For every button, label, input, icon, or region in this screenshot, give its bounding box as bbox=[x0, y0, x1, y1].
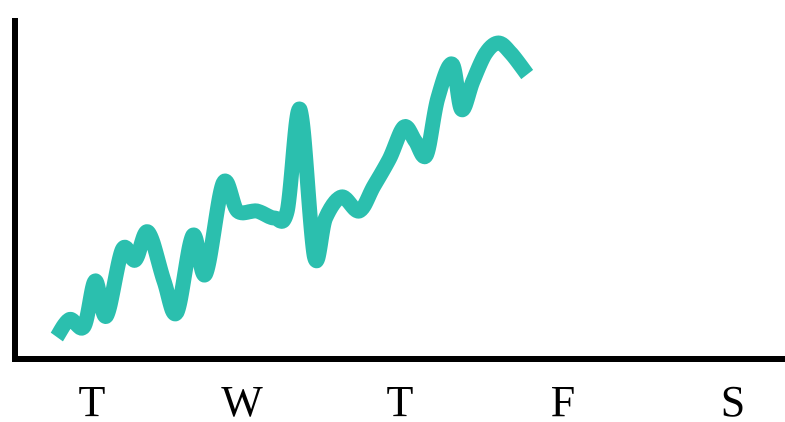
x-tick-label: F bbox=[551, 377, 575, 422]
x-tick-label: T bbox=[79, 377, 106, 422]
series-line-0 bbox=[50, 35, 534, 342]
x-tick-label: W bbox=[221, 377, 263, 422]
x-tick-label: S bbox=[721, 377, 745, 422]
series-layer bbox=[50, 35, 534, 342]
x-tick-label: T bbox=[387, 377, 414, 422]
